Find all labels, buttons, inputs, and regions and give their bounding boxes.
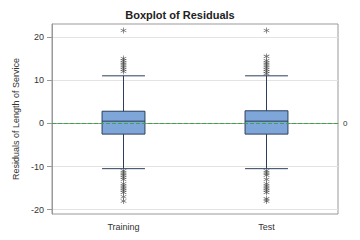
- svg-text:Test: Test: [258, 222, 275, 232]
- svg-text:Residuals of Length of Service: Residuals of Length of Service: [11, 58, 21, 180]
- svg-text:10: 10: [34, 75, 44, 85]
- svg-text:0: 0: [39, 118, 44, 128]
- svg-text:Training: Training: [107, 222, 139, 232]
- svg-text:Boxplot of Residuals: Boxplot of Residuals: [125, 9, 234, 21]
- svg-text:-20: -20: [31, 205, 44, 215]
- svg-text:0: 0: [343, 119, 348, 128]
- svg-text:20: 20: [34, 32, 44, 42]
- svg-text:-10: -10: [31, 162, 44, 172]
